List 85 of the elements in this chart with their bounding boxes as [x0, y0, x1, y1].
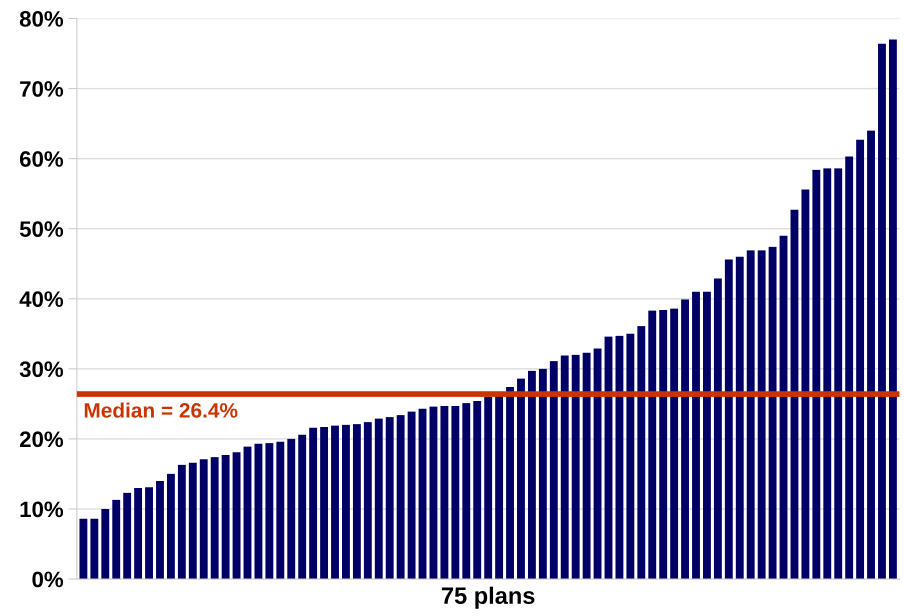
- bar: [418, 408, 426, 580]
- y-tick-label: 0%: [32, 572, 64, 588]
- y-tick-label: 60%: [20, 151, 64, 167]
- bar: [112, 500, 120, 580]
- bar: [254, 444, 262, 580]
- bar: [331, 426, 339, 580]
- bar: [462, 403, 470, 580]
- bar: [637, 326, 646, 580]
- bar: [123, 492, 132, 580]
- y-tick-label: 70%: [20, 81, 64, 97]
- bar: [888, 40, 897, 580]
- bar: [703, 292, 711, 580]
- bar: [780, 236, 788, 580]
- bar: [408, 412, 416, 580]
- bar: [320, 426, 328, 580]
- bar: [287, 438, 296, 580]
- bar: [867, 130, 875, 580]
- bar: [582, 352, 591, 580]
- bar: [166, 474, 175, 580]
- bar: [298, 434, 306, 580]
- bar: [768, 246, 777, 580]
- bar: [692, 292, 700, 580]
- bar: [856, 140, 864, 580]
- y-tick-label: 40%: [20, 291, 64, 308]
- y-tick-label: 50%: [20, 221, 64, 237]
- bar: [659, 310, 668, 580]
- y-tick-label: 10%: [20, 502, 64, 518]
- bar: [232, 452, 240, 580]
- bar: [724, 260, 733, 580]
- bar: [276, 442, 284, 580]
- bar: [681, 299, 690, 580]
- x-axis-title: 75 plans: [442, 586, 534, 609]
- bar: [386, 417, 394, 580]
- bar: [145, 487, 153, 580]
- bar: [594, 348, 602, 580]
- bar: [812, 170, 820, 580]
- bar: [156, 480, 164, 580]
- bar: [736, 256, 744, 580]
- bar: [473, 401, 482, 580]
- bar: [604, 336, 612, 580]
- bar: [244, 446, 252, 580]
- bar: [265, 443, 274, 580]
- bar: [648, 310, 656, 580]
- y-tick-label: 80%: [20, 11, 64, 27]
- bar: [845, 156, 854, 580]
- y-tick-label: 30%: [20, 361, 64, 378]
- bar: [560, 356, 569, 580]
- bar: [801, 189, 810, 580]
- bar: [615, 336, 624, 580]
- bar: [374, 418, 383, 580]
- bar: [626, 334, 634, 580]
- bar: [79, 518, 88, 580]
- bar: [517, 378, 525, 580]
- bar: [670, 308, 678, 580]
- bar: [538, 368, 547, 580]
- bar: [550, 361, 558, 580]
- bar: [352, 424, 361, 580]
- bar: [430, 406, 438, 580]
- bar: [396, 415, 405, 580]
- bar: [790, 210, 798, 580]
- ref-line-label: Median = 26.4%: [84, 402, 238, 418]
- bar: [746, 250, 755, 580]
- bar: [440, 406, 448, 580]
- bar: [451, 406, 460, 580]
- bar: [714, 278, 722, 580]
- bar: [178, 464, 186, 580]
- bar: [210, 457, 219, 580]
- bar: [101, 508, 110, 580]
- bar: [878, 44, 886, 580]
- bar: [823, 168, 832, 580]
- bar: [484, 396, 492, 580]
- bar: [506, 387, 514, 580]
- bar: [222, 455, 230, 580]
- bar: [834, 168, 842, 580]
- bar: [90, 518, 98, 580]
- bar: [758, 250, 766, 580]
- bar: [188, 462, 197, 580]
- bar: [200, 459, 208, 580]
- bar: [309, 428, 318, 580]
- bar: [134, 488, 142, 580]
- bar: [572, 354, 580, 580]
- bar: [342, 424, 350, 580]
- y-tick-label: 20%: [20, 431, 64, 448]
- bar: [364, 422, 372, 580]
- bar: [528, 370, 536, 580]
